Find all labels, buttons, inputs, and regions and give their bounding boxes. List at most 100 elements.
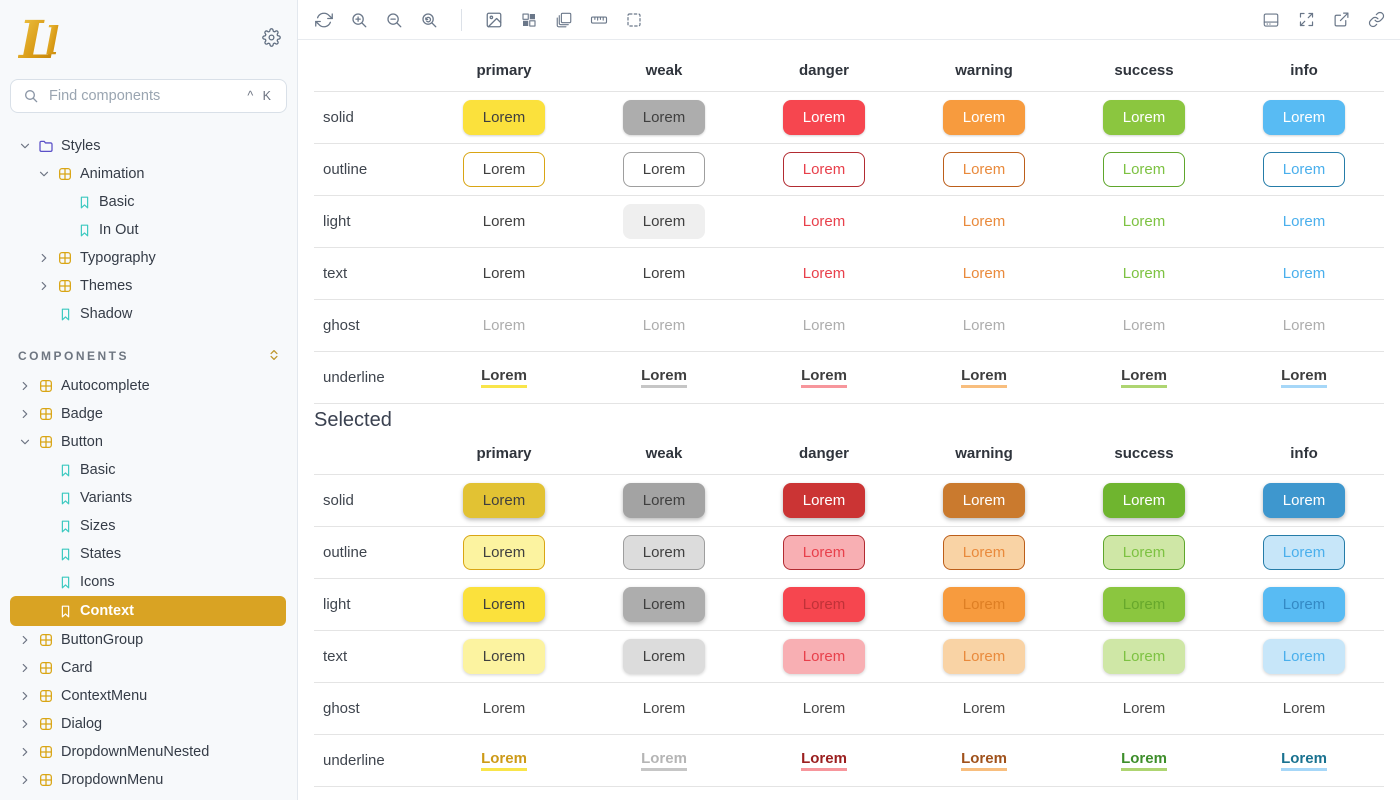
sidebar-item-buttongroup[interactable]: ButtonGroup xyxy=(0,626,297,654)
ladle-logo[interactable]: L l xyxy=(17,10,82,73)
background-button[interactable] xyxy=(484,10,504,30)
text-primary-button[interactable]: Lorem xyxy=(483,263,526,284)
sidebar-item-card[interactable]: Card xyxy=(0,654,297,682)
chevron-right-icon[interactable] xyxy=(35,280,53,292)
solid-info-button[interactable]: Lorem xyxy=(1262,99,1346,136)
chevron-down-icon[interactable] xyxy=(16,436,34,448)
fullscreen-button[interactable] xyxy=(1296,10,1316,30)
sidebar-item-badge[interactable]: Badge xyxy=(0,400,297,428)
chevron-right-icon[interactable] xyxy=(16,690,34,702)
underline-primary-button[interactable]: Lorem xyxy=(481,367,527,389)
underline-warning-button[interactable]: Lorem xyxy=(961,367,1007,389)
sidebar-item-autocomplete[interactable]: Autocomplete xyxy=(0,372,297,400)
selected-solid-primary-button[interactable]: Lorem xyxy=(462,482,546,519)
selected-outline-info-button[interactable]: Lorem xyxy=(1263,535,1345,570)
selected-underline-info-button[interactable]: Lorem xyxy=(1281,750,1327,772)
light-primary-button[interactable]: Lorem xyxy=(483,211,526,232)
addon-panel-button[interactable] xyxy=(1261,10,1281,30)
ghost-primary-button[interactable]: Lorem xyxy=(483,315,526,336)
chevron-right-icon[interactable] xyxy=(16,718,34,730)
chevron-right-icon[interactable] xyxy=(16,746,34,758)
text-warning-button[interactable]: Lorem xyxy=(963,263,1006,284)
selected-ghost-info-button[interactable]: Lorem xyxy=(1283,698,1326,719)
outline-primary-button[interactable]: Lorem xyxy=(463,152,545,187)
refresh-button[interactable] xyxy=(314,10,334,30)
selected-underline-weak-button[interactable]: Lorem xyxy=(641,750,687,772)
selected-solid-danger-button[interactable]: Lorem xyxy=(782,482,866,519)
open-new-tab-button[interactable] xyxy=(1331,10,1351,30)
selected-text-success-button[interactable]: Lorem xyxy=(1102,638,1186,675)
zoom-in-button[interactable] xyxy=(349,10,369,30)
search-box[interactable]: ^ K xyxy=(10,79,287,113)
light-danger-button[interactable]: Lorem xyxy=(803,211,846,232)
solid-weak-button[interactable]: Lorem xyxy=(622,99,706,136)
solid-warning-button[interactable]: Lorem xyxy=(942,99,1026,136)
sizes-button[interactable] xyxy=(554,10,574,30)
underline-weak-button[interactable]: Lorem xyxy=(641,367,687,389)
text-danger-button[interactable]: Lorem xyxy=(803,263,846,284)
selected-outline-weak-button[interactable]: Lorem xyxy=(623,535,705,570)
sidebar-item-contextmenu[interactable]: ContextMenu xyxy=(0,682,297,710)
light-success-button[interactable]: Lorem xyxy=(1123,211,1166,232)
selected-text-primary-button[interactable]: Lorem xyxy=(462,638,546,675)
sidebar-item-shadow[interactable]: Shadow xyxy=(0,300,297,328)
chevron-down-icon[interactable] xyxy=(35,168,53,180)
selected-outline-success-button[interactable]: Lorem xyxy=(1103,535,1185,570)
copy-link-button[interactable] xyxy=(1366,10,1386,30)
chevron-down-icon[interactable] xyxy=(16,140,34,152)
selected-ghost-success-button[interactable]: Lorem xyxy=(1123,698,1166,719)
selected-solid-info-button[interactable]: Lorem xyxy=(1262,482,1346,519)
selected-solid-warning-button[interactable]: Lorem xyxy=(942,482,1026,519)
chevron-right-icon[interactable] xyxy=(35,252,53,264)
sidebar-item-styles[interactable]: Styles xyxy=(0,132,297,160)
underline-danger-button[interactable]: Lorem xyxy=(801,367,847,389)
selected-light-warning-button[interactable]: Lorem xyxy=(942,586,1026,623)
measure-button[interactable] xyxy=(589,10,609,30)
outline-danger-button[interactable]: Lorem xyxy=(783,152,865,187)
selected-text-info-button[interactable]: Lorem xyxy=(1262,638,1346,675)
selected-underline-primary-button[interactable]: Lorem xyxy=(481,750,527,772)
outline-weak-button[interactable]: Lorem xyxy=(623,152,705,187)
sidebar-item-in-out[interactable]: In Out xyxy=(0,216,297,244)
selected-underline-danger-button[interactable]: Lorem xyxy=(801,750,847,772)
selected-light-primary-button[interactable]: Lorem xyxy=(462,586,546,623)
selected-light-success-button[interactable]: Lorem xyxy=(1102,586,1186,623)
selected-underline-warning-button[interactable]: Lorem xyxy=(961,750,1007,772)
chevron-right-icon[interactable] xyxy=(16,774,34,786)
chevron-right-icon[interactable] xyxy=(16,380,34,392)
selected-solid-weak-button[interactable]: Lorem xyxy=(622,482,706,519)
chevron-right-icon[interactable] xyxy=(16,408,34,420)
light-info-button[interactable]: Lorem xyxy=(1283,211,1326,232)
sidebar-item-dialog[interactable]: Dialog xyxy=(0,710,297,738)
selected-ghost-warning-button[interactable]: Lorem xyxy=(963,698,1006,719)
text-weak-button[interactable]: Lorem xyxy=(643,263,686,284)
selected-text-warning-button[interactable]: Lorem xyxy=(942,638,1026,675)
selected-ghost-danger-button[interactable]: Lorem xyxy=(803,698,846,719)
selected-solid-success-button[interactable]: Lorem xyxy=(1102,482,1186,519)
outline-success-button[interactable]: Lorem xyxy=(1103,152,1185,187)
collapse-all-button[interactable] xyxy=(267,348,281,365)
sidebar-item-dropdownmenunested[interactable]: DropdownMenuNested xyxy=(0,738,297,766)
underline-info-button[interactable]: Lorem xyxy=(1281,367,1327,389)
light-weak-button[interactable]: Lorem xyxy=(622,203,706,240)
sidebar-item-themes[interactable]: Themes xyxy=(0,272,297,300)
chevron-right-icon[interactable] xyxy=(16,662,34,674)
solid-primary-button[interactable]: Lorem xyxy=(462,99,546,136)
outline-warning-button[interactable]: Lorem xyxy=(943,152,1025,187)
sidebar-item-icons[interactable]: Icons xyxy=(0,568,297,596)
sidebar-item-context[interactable]: Context xyxy=(10,596,286,626)
underline-success-button[interactable]: Lorem xyxy=(1121,367,1167,389)
light-warning-button[interactable]: Lorem xyxy=(963,211,1006,232)
chevron-right-icon[interactable] xyxy=(16,634,34,646)
settings-gear-button[interactable] xyxy=(262,28,281,50)
selected-ghost-primary-button[interactable]: Lorem xyxy=(483,698,526,719)
text-info-button[interactable]: Lorem xyxy=(1283,263,1326,284)
ghost-success-button[interactable]: Lorem xyxy=(1123,315,1166,336)
selected-ghost-weak-button[interactable]: Lorem xyxy=(643,698,686,719)
sidebar-item-animation[interactable]: Animation xyxy=(0,160,297,188)
sidebar-item-variants[interactable]: Variants xyxy=(0,484,297,512)
sidebar-item-button[interactable]: Button xyxy=(0,428,297,456)
sidebar-item-states[interactable]: States xyxy=(0,540,297,568)
selected-text-danger-button[interactable]: Lorem xyxy=(782,638,866,675)
outline-info-button[interactable]: Lorem xyxy=(1263,152,1345,187)
